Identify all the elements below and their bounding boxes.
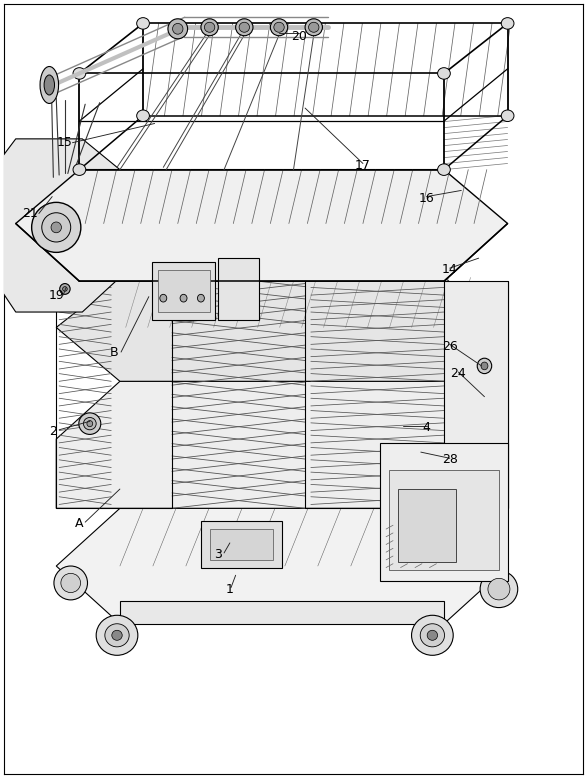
Bar [210,529,273,560]
Polygon shape [56,381,508,508]
Text: 4: 4 [423,421,430,434]
Ellipse shape [427,630,437,640]
Ellipse shape [271,19,288,36]
Ellipse shape [420,624,444,647]
Ellipse shape [411,615,453,655]
Text: 20: 20 [291,30,307,43]
Ellipse shape [480,570,518,608]
Ellipse shape [44,75,55,95]
Polygon shape [0,138,120,312]
Ellipse shape [204,23,215,32]
Text: 21: 21 [22,207,38,220]
Ellipse shape [201,19,218,36]
Ellipse shape [309,23,319,32]
Polygon shape [56,278,508,381]
Ellipse shape [239,23,249,32]
Ellipse shape [197,294,204,302]
Bar [389,470,499,569]
Text: 14: 14 [442,263,458,276]
Ellipse shape [137,110,150,121]
Ellipse shape [173,23,183,34]
Bar [218,258,259,320]
Ellipse shape [160,294,167,302]
Ellipse shape [305,19,322,36]
Ellipse shape [180,294,187,302]
Text: A: A [75,517,83,530]
Ellipse shape [477,358,492,373]
Ellipse shape [437,68,450,79]
Text: 1: 1 [226,583,234,596]
Ellipse shape [54,566,87,600]
Ellipse shape [83,418,96,429]
Ellipse shape [61,573,80,593]
Ellipse shape [112,630,122,640]
Ellipse shape [40,66,59,103]
Bar [151,262,215,320]
Text: 3: 3 [214,548,222,561]
Polygon shape [16,170,508,281]
Ellipse shape [105,624,129,647]
Ellipse shape [481,362,488,370]
Ellipse shape [60,283,70,294]
Text: 19: 19 [48,289,64,302]
Ellipse shape [168,19,188,39]
Bar [380,443,508,581]
Text: 26: 26 [442,340,458,353]
Ellipse shape [501,18,514,30]
Ellipse shape [437,164,450,175]
Bar [157,270,210,312]
Ellipse shape [79,413,101,434]
Ellipse shape [96,615,138,655]
Ellipse shape [274,23,284,32]
Text: 15: 15 [57,136,73,149]
Ellipse shape [73,164,86,175]
Ellipse shape [501,110,514,121]
Text: 2: 2 [49,425,58,438]
Ellipse shape [87,421,93,426]
Ellipse shape [488,578,510,600]
Polygon shape [120,601,444,624]
Text: 28: 28 [442,454,458,466]
Text: B: B [110,345,119,359]
Ellipse shape [73,68,86,79]
Text: 17: 17 [355,159,371,172]
Ellipse shape [42,212,70,242]
Text: 24: 24 [451,367,466,380]
Ellipse shape [235,19,253,36]
Ellipse shape [63,286,68,291]
Ellipse shape [32,202,81,252]
Ellipse shape [137,18,150,30]
Bar [444,281,508,508]
Bar [201,521,282,568]
Bar [397,489,456,562]
Polygon shape [56,508,508,624]
Text: 16: 16 [419,191,434,205]
Ellipse shape [51,222,62,233]
